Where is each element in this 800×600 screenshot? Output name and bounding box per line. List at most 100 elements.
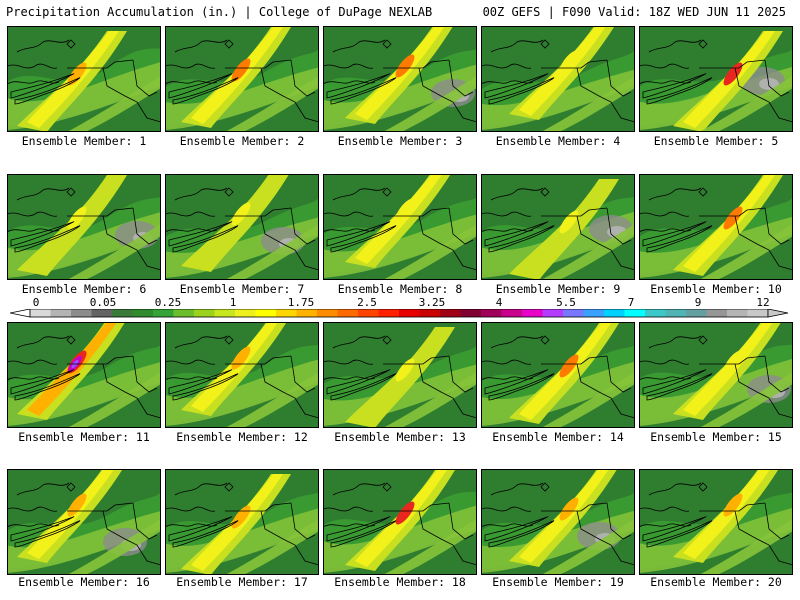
- precip-map: [323, 469, 477, 575]
- map-panel-member-2: [165, 26, 319, 132]
- colorbar-swatch: [214, 309, 236, 317]
- member-label: Ensemble Member: 15: [650, 430, 782, 444]
- member-label: Ensemble Member: 6: [21, 282, 147, 296]
- precip-map: [639, 469, 793, 575]
- member-label: Ensemble Member: 4: [495, 134, 621, 148]
- member-label: Ensemble Member: 1: [21, 134, 147, 148]
- map-panel-member-1: [7, 26, 161, 132]
- precip-map: [639, 322, 793, 428]
- precip-map: [639, 174, 793, 280]
- colorbar-swatch: [399, 309, 420, 317]
- model-run-info: 00Z GEFS | F090 Valid: 18Z WED JUN 11 20…: [482, 5, 786, 19]
- map-panel-member-16: [7, 469, 161, 575]
- precip-map: [323, 322, 477, 428]
- map-panel-member-12: [165, 322, 319, 428]
- map-panel-member-3: [323, 26, 477, 132]
- precip-map: [481, 26, 635, 132]
- colorbar-tick-label: 2.5: [357, 296, 377, 309]
- colorbar-swatch: [501, 309, 523, 317]
- precip-map: [165, 174, 319, 280]
- precip-map: [7, 322, 161, 428]
- precip-map: [323, 26, 477, 132]
- colorbar-swatch: [706, 309, 728, 317]
- colorbar-tick-label: 3.25: [418, 296, 446, 309]
- precip-map: [481, 469, 635, 575]
- map-panel-member-20: [639, 469, 793, 575]
- map-panel-member-7: [165, 174, 319, 280]
- colorbar-tick-label: 5.5: [556, 296, 576, 309]
- member-label: Ensemble Member: 11: [18, 430, 150, 444]
- colorbar-swatch: [460, 309, 482, 317]
- colorbar-swatch: [645, 309, 666, 317]
- member-label: Ensemble Member: 14: [492, 430, 624, 444]
- colorbar-swatch: [132, 309, 154, 317]
- map-panel-member-11: [7, 322, 161, 428]
- member-label: Ensemble Member: 19: [492, 575, 624, 589]
- map-panel-member-17: [165, 469, 319, 575]
- map-panel-member-10: [639, 174, 793, 280]
- member-label: Ensemble Member: 16: [18, 575, 150, 589]
- colorbar-tick-label: 7: [627, 296, 635, 309]
- colorbar-swatch: [378, 309, 400, 317]
- colorbar-swatch: [30, 309, 51, 317]
- colorbar-swatch: [337, 309, 359, 317]
- colorbar-tick-label: 0: [32, 296, 40, 309]
- map-panel-member-13: [323, 322, 477, 428]
- colorbar-swatch: [542, 309, 564, 317]
- colorbar-swatch: [317, 309, 338, 317]
- member-label: Ensemble Member: 18: [334, 575, 466, 589]
- precip-map: [7, 26, 161, 132]
- colorbar-swatch: [296, 309, 318, 317]
- map-panel-member-5: [639, 26, 793, 132]
- member-label: Ensemble Member: 12: [176, 430, 308, 444]
- member-label: Ensemble Member: 20: [650, 575, 782, 589]
- member-label: Ensemble Member: 3: [337, 134, 463, 148]
- precip-map: [7, 469, 161, 575]
- member-label: Ensemble Member: 13: [334, 430, 466, 444]
- colorbar-swatch: [276, 309, 297, 317]
- precip-map: [481, 322, 635, 428]
- map-panel-member-15: [639, 322, 793, 428]
- map-panel-member-9: [481, 174, 635, 280]
- colorbar-swatch: [235, 309, 256, 317]
- colorbar-swatch: [50, 309, 72, 317]
- colorbar-swatch: [481, 309, 502, 317]
- precip-map: [165, 469, 319, 575]
- colorbar-swatch: [686, 309, 707, 317]
- map-panel-member-14: [481, 322, 635, 428]
- precip-map: [165, 26, 319, 132]
- colorbar-swatch: [727, 309, 748, 317]
- member-label: Ensemble Member: 7: [179, 282, 305, 296]
- map-panel-member-4: [481, 26, 635, 132]
- colorbar-swatch: [91, 309, 113, 317]
- colorbar-swatch: [522, 309, 543, 317]
- colorbar-swatch: [604, 309, 625, 317]
- colorbar-swatch: [440, 309, 461, 317]
- colorbar-tick-label: 4: [495, 296, 503, 309]
- map-panel-member-18: [323, 469, 477, 575]
- precip-map: [481, 174, 635, 280]
- colorbar: [10, 309, 789, 318]
- map-panel-member-19: [481, 469, 635, 575]
- colorbar-tick-label: 9: [694, 296, 702, 309]
- precip-map: [7, 174, 161, 280]
- colorbar-swatch: [747, 309, 769, 317]
- colorbar-swatch: [665, 309, 687, 317]
- colorbar-tick-label: 0.25: [154, 296, 182, 309]
- precip-map: [639, 26, 793, 132]
- map-panel-member-6: [7, 174, 161, 280]
- colorbar-tick-label: 1: [229, 296, 237, 309]
- colorbar-tick-label: 0.05: [89, 296, 117, 309]
- member-label: Ensemble Member: 5: [653, 134, 779, 148]
- colorbar-swatch: [563, 309, 584, 317]
- colorbar-swatch: [194, 309, 215, 317]
- member-label: Ensemble Member: 8: [337, 282, 463, 296]
- member-label: Ensemble Member: 2: [179, 134, 305, 148]
- colorbar-swatch: [173, 309, 195, 317]
- precip-map: [165, 322, 319, 428]
- colorbar-swatch: [255, 309, 277, 317]
- colorbar-swatch: [112, 309, 133, 317]
- member-label: Ensemble Member: 9: [495, 282, 621, 296]
- colorbar-swatch: [358, 309, 379, 317]
- member-label: Ensemble Member: 10: [650, 282, 782, 296]
